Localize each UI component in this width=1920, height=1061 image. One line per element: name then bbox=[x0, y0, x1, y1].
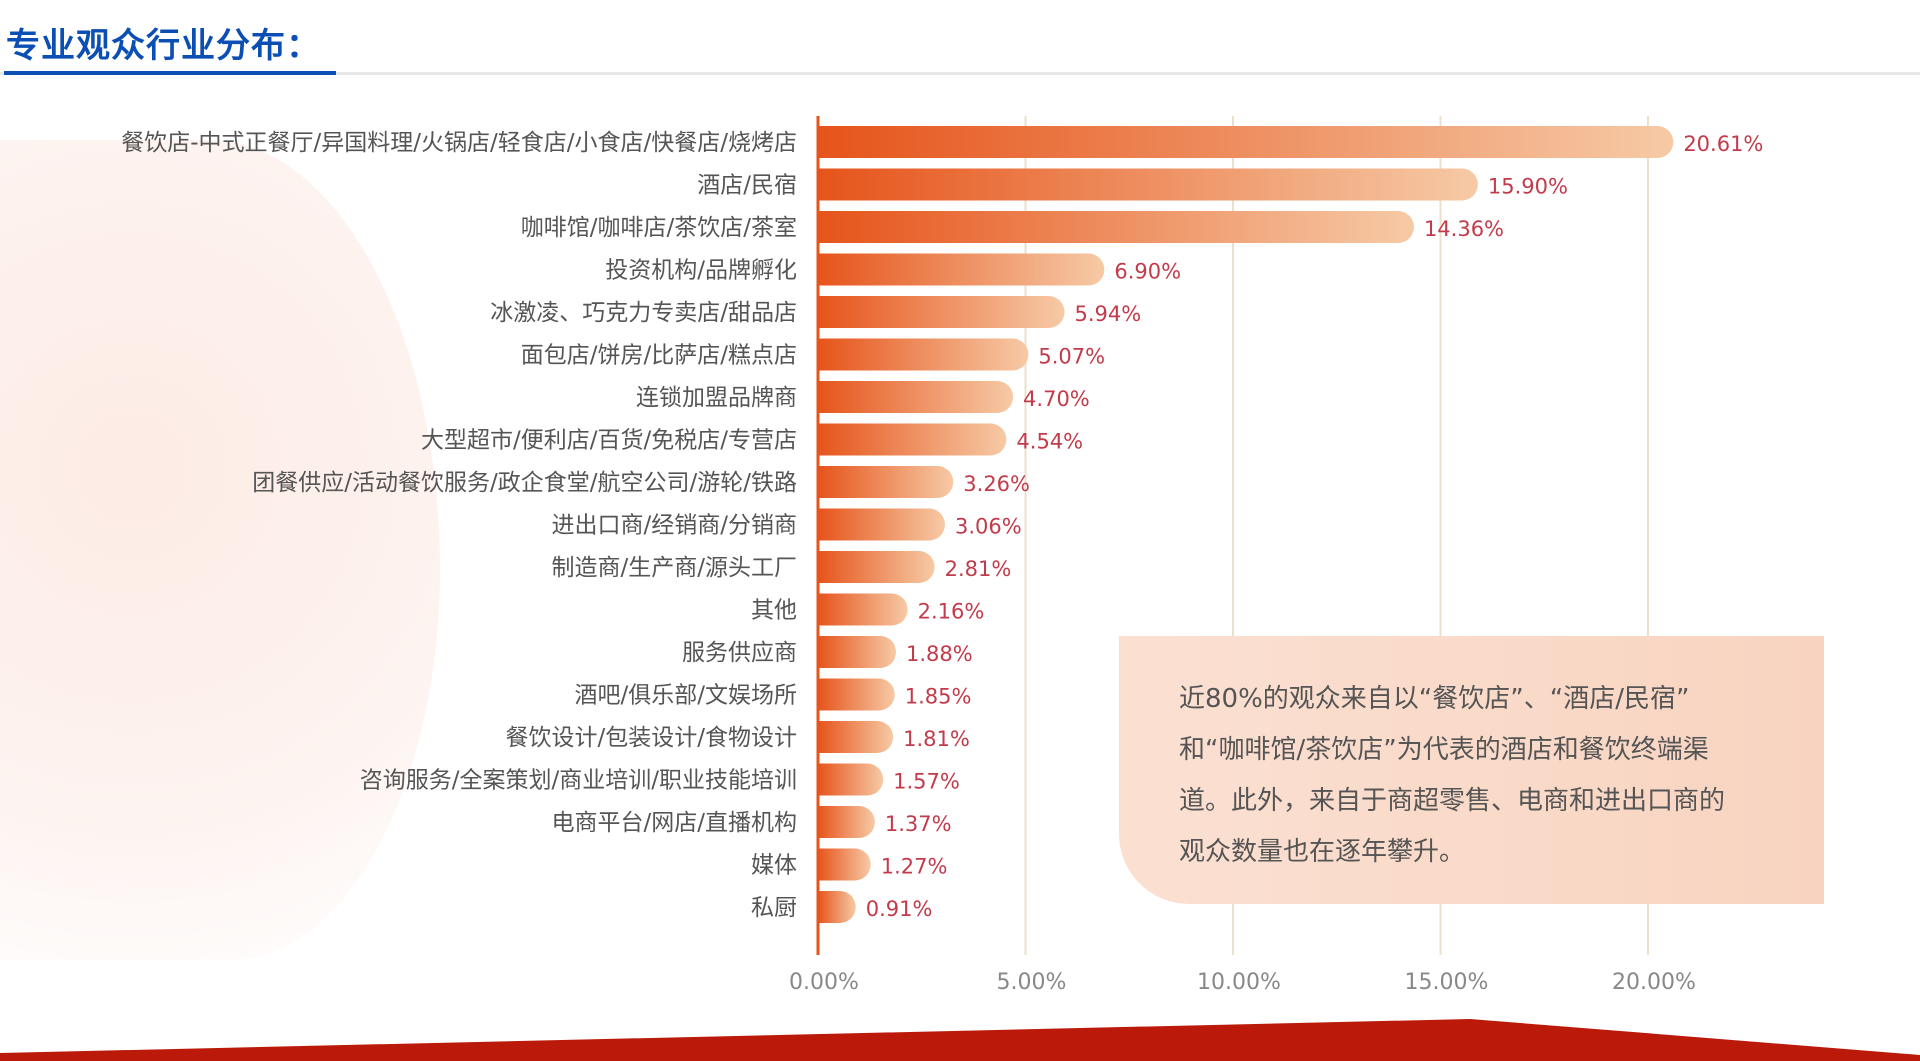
bar bbox=[818, 423, 1007, 456]
value-label: 5.07% bbox=[1038, 345, 1105, 369]
value-label: 1.85% bbox=[905, 685, 972, 709]
category-label: 冰激凌、巧克力专卖店/甜品店 bbox=[490, 300, 797, 326]
category-label: 酒店/民宿 bbox=[697, 173, 797, 199]
bar bbox=[818, 296, 1065, 328]
value-label: 1.88% bbox=[906, 642, 973, 666]
category-label: 连锁加盟品牌商 bbox=[636, 385, 797, 411]
x-tick-label: 10.00% bbox=[1197, 970, 1281, 995]
value-label: 1.37% bbox=[885, 812, 952, 836]
bar bbox=[818, 126, 1674, 158]
bar bbox=[818, 466, 954, 498]
value-label: 5.94% bbox=[1075, 302, 1142, 326]
value-label: 1.57% bbox=[893, 770, 960, 794]
bar bbox=[818, 636, 897, 668]
title-divider bbox=[0, 72, 1920, 75]
category-label: 媒体 bbox=[751, 853, 797, 879]
note-line: 近80%的观众来自以“餐饮店”、“酒店/民宿” bbox=[1179, 684, 1690, 714]
note-line: 道。此外，来自于商超零售、电商和进出口商的 bbox=[1179, 786, 1726, 816]
value-label: 6.90% bbox=[1114, 260, 1181, 284]
footer-shape bbox=[0, 1019, 1920, 1061]
title-underline bbox=[4, 71, 336, 75]
footer-banner bbox=[0, 1019, 1920, 1061]
category-label: 餐饮设计/包装设计/食物设计 bbox=[506, 725, 798, 751]
category-label: 团餐供应/活动餐饮服务/政企食堂/航空公司/游轮/铁路 bbox=[252, 470, 797, 496]
category-label: 服务供应商 bbox=[682, 640, 797, 666]
bar bbox=[818, 678, 895, 711]
x-tick-label: 5.00% bbox=[997, 970, 1067, 995]
value-label: 4.54% bbox=[1016, 430, 1083, 454]
value-label: 3.06% bbox=[955, 515, 1022, 539]
bar bbox=[818, 593, 908, 626]
category-label: 投资机构/品牌孵化 bbox=[605, 258, 797, 284]
bar bbox=[818, 253, 1105, 286]
category-label: 进出口商/经销商/分销商 bbox=[552, 513, 798, 539]
x-tick-label: 0.00% bbox=[789, 970, 859, 995]
bar bbox=[818, 721, 894, 753]
value-label: 4.70% bbox=[1023, 387, 1090, 411]
value-label: 1.81% bbox=[903, 727, 970, 751]
bar bbox=[818, 211, 1414, 243]
category-label: 面包店/饼房/比萨店/糕点店 bbox=[521, 343, 797, 369]
value-label: 2.16% bbox=[918, 600, 985, 624]
value-label: 20.61% bbox=[1683, 132, 1763, 156]
category-label: 咨询服务/全案策划/商业培训/职业技能培训 bbox=[360, 768, 797, 794]
value-label: 2.81% bbox=[945, 557, 1012, 581]
bar bbox=[818, 338, 1029, 371]
bar-chart: 餐饮店-中式正餐厅/异国料理/火锅店/轻食店/小食店/快餐店/烧烤店 20.61%… bbox=[121, 116, 1763, 995]
category-label: 大型超市/便利店/百货/免税店/专营店 bbox=[421, 428, 797, 454]
category-label: 咖啡馆/咖啡店/茶饮店/茶室 bbox=[521, 215, 797, 241]
bar bbox=[818, 891, 856, 923]
value-label: 0.91% bbox=[866, 897, 933, 921]
value-label: 1.27% bbox=[881, 855, 948, 879]
category-label: 餐饮店-中式正餐厅/异国料理/火锅店/轻食店/小食店/快餐店/烧烤店 bbox=[121, 130, 797, 156]
bar bbox=[818, 551, 935, 583]
page-title: 专业观众行业分布： bbox=[6, 26, 321, 66]
note-line: 观众数量也在逐年攀升。 bbox=[1179, 837, 1466, 867]
value-label: 3.26% bbox=[963, 472, 1030, 496]
bar bbox=[818, 508, 945, 541]
note-line: 和“咖啡馆/茶饮店”为代表的酒店和餐饮终端渠 bbox=[1179, 735, 1709, 765]
category-label: 酒吧/俱乐部/文娱场所 bbox=[575, 683, 798, 709]
category-label: 制造商/生产商/源头工厂 bbox=[552, 555, 798, 581]
value-label: 15.90% bbox=[1488, 175, 1568, 199]
summary-note: 近80%的观众来自以“餐饮店”、“酒店/民宿” 和“咖啡馆/茶饮店”为代表的酒店… bbox=[1119, 636, 1824, 904]
x-tick-label: 15.00% bbox=[1405, 970, 1489, 995]
bar bbox=[818, 806, 875, 838]
category-label: 私厨 bbox=[751, 895, 797, 921]
category-label: 其他 bbox=[751, 598, 797, 624]
x-tick-label: 20.00% bbox=[1612, 970, 1696, 995]
value-label: 14.36% bbox=[1424, 217, 1504, 241]
bar bbox=[818, 381, 1014, 413]
background-blob bbox=[0, 140, 440, 960]
bar bbox=[818, 763, 884, 796]
category-label: 电商平台/网店/直播机构 bbox=[552, 810, 798, 836]
bar bbox=[818, 848, 871, 881]
bar bbox=[818, 168, 1478, 201]
